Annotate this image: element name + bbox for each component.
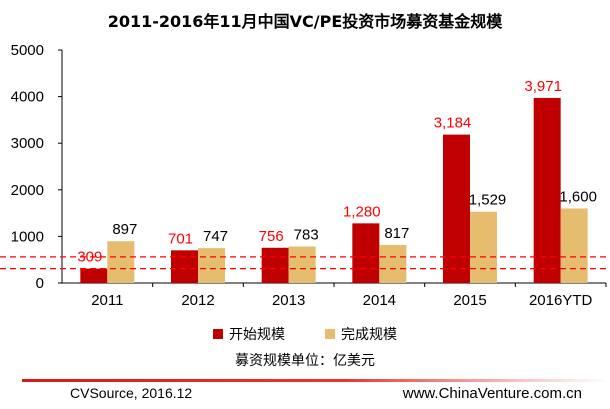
footer-site: www.ChinaVenture.com.cn [402,385,582,402]
data-label-start: 3,184 [434,115,472,132]
data-label-start: 701 [168,230,193,247]
bar-start [171,250,198,283]
legend: 开始规模 完成规模 [0,324,610,344]
data-label-start: 309 [77,249,102,266]
footer-divider [22,379,610,382]
data-label-complete: 783 [294,227,319,244]
unit-note: 募资规模单位：亿美元 [235,353,375,369]
y-tick-label: 0 [36,275,44,292]
bar-start [443,134,470,283]
bar-complete [198,248,225,283]
bar-chart: 0 1000 2000 3000 4000 5000 309 897 2011 701 747 201… [0,42,610,309]
legend-item-start: 开始规模 [213,324,285,344]
x-tick-label: 2014 [363,292,396,309]
bar-complete [379,244,407,283]
data-label-start: 3,971 [524,78,562,95]
bar-start [80,268,108,283]
y-tick-label: 2000 [11,182,44,199]
x-tick-label: 2012 [181,292,214,309]
data-label-complete: 1,600 [559,188,597,205]
x-tick-label: 2015 [453,292,486,309]
bar-complete [560,208,588,283]
bar-complete [107,241,135,283]
x-tick-label: 2013 [272,292,305,309]
x-tick-label: 2011 [91,292,123,309]
y-tick-label: 5000 [11,42,44,59]
bar-start [352,223,380,283]
x-tick-label: 2016YTD [529,292,593,309]
data-label-complete: 897 [112,221,137,238]
bar-complete [288,246,316,283]
bar-start [261,247,289,283]
legend-swatch-start [213,329,223,339]
bar-start [533,97,561,283]
legend-swatch-complete [325,329,335,339]
data-label-complete: 817 [384,225,409,242]
y-tick-label: 1000 [11,228,44,245]
data-label-complete: 1,529 [469,192,507,209]
y-tick-label: 4000 [11,89,44,106]
chart-title: 2011-2016年11月中国VC/PE投资市场募资基金规模 [107,12,503,31]
legend-item-complete: 完成规模 [325,324,397,344]
footer-source: CVSource, 2016.12 [70,385,193,401]
bar-complete [470,211,497,283]
data-label-start: 1,280 [343,203,381,220]
legend-label-start: 开始规模 [229,327,285,343]
data-label-complete: 747 [203,228,228,245]
data-label-start: 756 [259,228,284,245]
legend-label-complete: 完成规模 [341,327,397,343]
y-tick-label: 3000 [11,135,44,152]
